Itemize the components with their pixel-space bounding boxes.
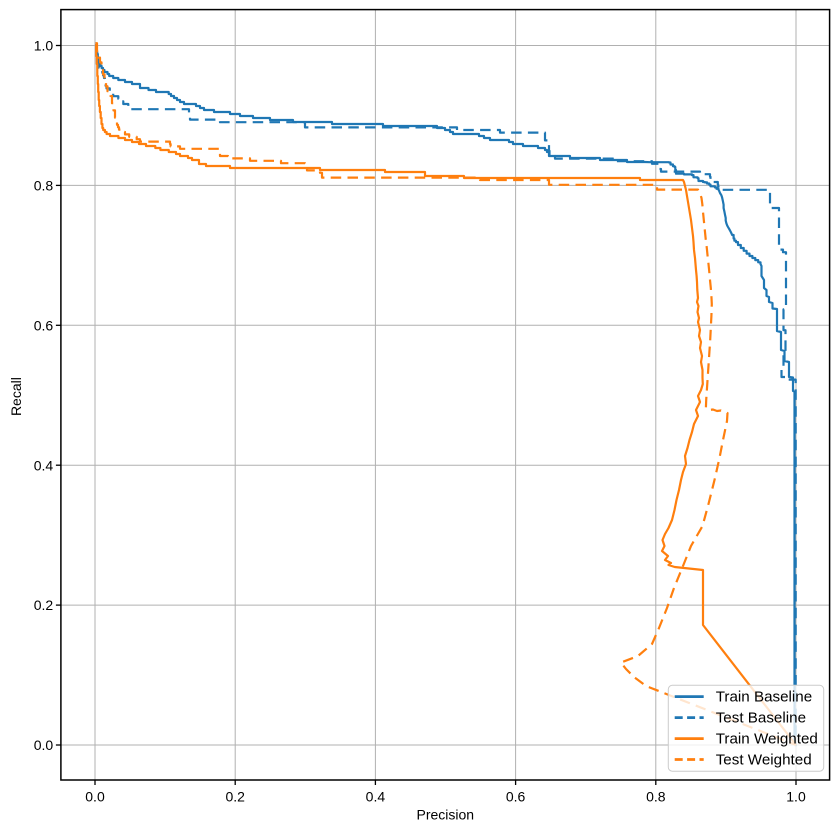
svg-text:Recall: Recall [8, 377, 24, 416]
svg-text:0.6: 0.6 [506, 789, 526, 805]
svg-text:0.4: 0.4 [34, 457, 54, 473]
svg-text:1.0: 1.0 [786, 789, 806, 805]
svg-text:0.0: 0.0 [34, 737, 54, 753]
svg-text:0.6: 0.6 [34, 317, 54, 333]
svg-text:Test Weighted: Test Weighted [716, 752, 812, 769]
svg-text:0.0: 0.0 [85, 789, 105, 805]
svg-text:0.8: 0.8 [646, 789, 666, 805]
svg-text:Precision: Precision [417, 806, 475, 822]
svg-text:1.0: 1.0 [34, 38, 54, 54]
svg-text:0.4: 0.4 [366, 789, 386, 805]
svg-text:Train Baseline: Train Baseline [716, 689, 813, 706]
svg-text:0.8: 0.8 [34, 178, 54, 194]
svg-text:0.2: 0.2 [34, 597, 54, 613]
svg-text:Test Baseline: Test Baseline [716, 710, 806, 727]
svg-text:Train Weighted: Train Weighted [716, 731, 818, 748]
svg-text:0.2: 0.2 [225, 789, 245, 805]
